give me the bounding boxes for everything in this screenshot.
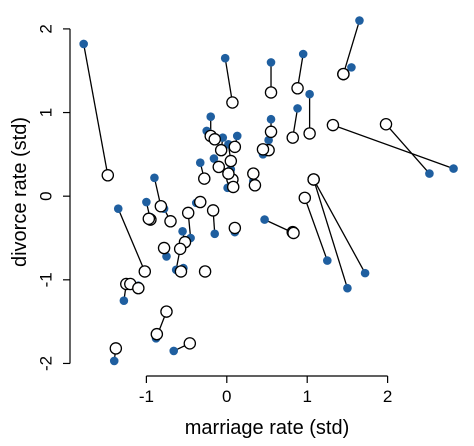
- observed-point: [210, 229, 220, 239]
- shrinkage-line: [342, 20, 361, 75]
- shrinkage-line: [385, 123, 430, 175]
- x-axis-title: marriage rate (std): [185, 417, 350, 439]
- observed-point: [142, 197, 151, 207]
- x-tick-label: 2: [383, 387, 392, 406]
- y-tick-label: 1: [37, 108, 56, 117]
- estimate-point: [222, 167, 235, 180]
- estimate-point: [224, 154, 238, 168]
- estimate-point: [247, 167, 260, 180]
- shrinkage-line: [313, 179, 349, 289]
- observed-point: [119, 296, 129, 306]
- observed-point: [109, 356, 119, 366]
- x-tick-label: 0: [222, 387, 231, 406]
- estimate-point: [228, 221, 242, 235]
- y-tick-label: 2: [37, 24, 56, 33]
- observed-point: [266, 58, 276, 67]
- observed-point: [347, 63, 356, 72]
- estimate-point: [208, 133, 221, 146]
- observed-point: [113, 204, 123, 214]
- x-tick-label: 1: [302, 387, 311, 406]
- observed-point: [169, 346, 179, 356]
- estimate-point: [157, 241, 171, 255]
- estimate-point: [181, 206, 195, 220]
- estimate-point: [198, 172, 211, 185]
- estimate-point: [194, 195, 207, 209]
- estimate-point: [198, 265, 212, 278]
- y-tick-label: -2: [37, 356, 56, 371]
- axes: -1 0 1 2 -2 -1 0 1 2: [37, 24, 393, 406]
- observed-point: [79, 39, 88, 49]
- estimate-point: [142, 212, 156, 226]
- estimate-point: [298, 191, 312, 205]
- y-axis-ticks: -2 -1 0 1 2: [37, 24, 70, 371]
- x-axis-ticks: -1 0 1 2: [139, 376, 392, 406]
- observed-point: [178, 227, 187, 236]
- estimate-point: [138, 265, 152, 278]
- estimate-point: [287, 226, 300, 240]
- estimate-point: [206, 204, 220, 217]
- estimate-point: [214, 143, 228, 157]
- observed-point: [206, 112, 216, 122]
- estimate-point: [164, 215, 177, 228]
- estimate-point: [379, 118, 393, 131]
- estimate-point: [286, 131, 299, 144]
- estimate-point: [101, 169, 115, 182]
- estimate-point: [174, 265, 188, 278]
- estimate-point: [132, 281, 145, 295]
- estimate-point: [337, 67, 350, 81]
- observed-point: [232, 131, 242, 141]
- estimate-point: [264, 125, 278, 139]
- observed-point: [425, 169, 434, 178]
- observed-point: [260, 215, 269, 224]
- estimate-point: [248, 179, 262, 192]
- estimate-point: [154, 199, 168, 213]
- shrinkage-line: [313, 179, 366, 274]
- observed-point: [195, 158, 205, 168]
- observed-point: [449, 164, 458, 173]
- shrinkage-line: [83, 43, 109, 176]
- estimate-point: [226, 180, 240, 194]
- estimate-point: [303, 127, 316, 140]
- y-tick-label: 0: [37, 191, 56, 200]
- observed-point: [209, 154, 219, 163]
- x-tick-label: -1: [139, 387, 154, 406]
- observed-point: [323, 256, 332, 265]
- estimate-point: [226, 96, 239, 109]
- estimate-point: [109, 342, 123, 355]
- observed-point: [150, 173, 159, 183]
- estimate-point: [307, 173, 320, 186]
- estimate-point: [256, 143, 270, 156]
- estimate-point: [183, 337, 197, 350]
- observed-point: [343, 283, 352, 293]
- observed-point: [305, 89, 314, 99]
- observed-point: [355, 16, 364, 25]
- shrinkage-line: [117, 208, 146, 272]
- estimate-point: [228, 140, 242, 154]
- y-axis-title: divorce rate (std): [9, 117, 31, 267]
- estimate-point: [150, 327, 164, 341]
- observed-point: [298, 49, 308, 59]
- y-tick-label: -1: [37, 272, 56, 287]
- observed-point: [360, 268, 370, 278]
- shrinkage-line: [332, 124, 454, 170]
- estimate-point: [326, 118, 340, 132]
- shrinkage-segments: [83, 20, 454, 362]
- data-points: [79, 16, 458, 366]
- observed-point: [220, 53, 230, 63]
- estimate-point: [264, 86, 278, 99]
- estimate-point: [160, 305, 173, 318]
- shrinkage-line: [304, 197, 328, 261]
- shrinkage-line: [224, 58, 234, 103]
- estimate-point: [212, 160, 226, 174]
- observed-point: [293, 104, 302, 113]
- estimate-point: [291, 82, 304, 95]
- observed-point: [266, 114, 276, 124]
- estimate-point: [173, 242, 187, 256]
